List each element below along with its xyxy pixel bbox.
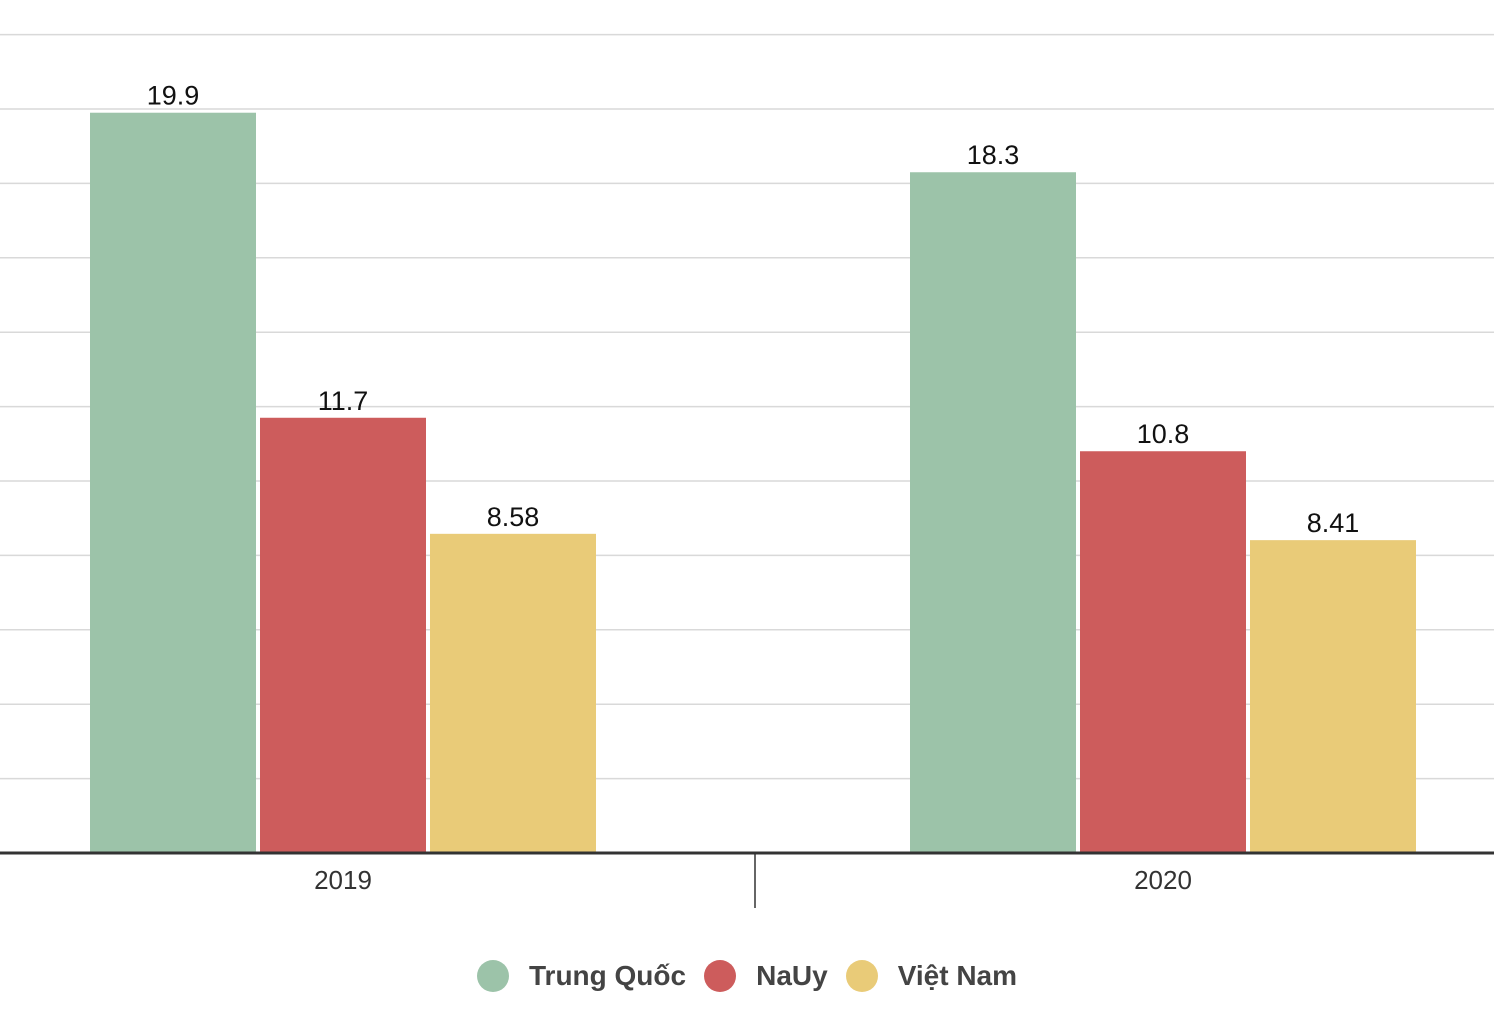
legend-swatch [845,960,878,992]
data-labels: 19.9 11.7 8.58 18.3 10.8 8.41 [147,81,1360,538]
legend-item: Trung Quốc [476,960,687,992]
bar-việt-nam-2020 [1250,540,1416,853]
data-label: 18.3 [967,140,1020,170]
x-axis: 2019 2020 [0,851,1494,908]
bar-nauy-2019 [260,417,426,853]
x-tick-label: 2020 [1134,865,1192,895]
data-label: 8.41 [1307,508,1360,538]
legend-swatch [704,960,737,992]
bar-nauy-2020 [1080,451,1246,853]
data-label: 11.7 [318,386,369,416]
data-label: 8.58 [487,502,540,532]
legend-swatch [476,960,509,992]
data-label: 10.8 [1137,419,1190,449]
legend-label: NaUy [756,960,828,991]
legend: Trung Quốc NaUy Việt Nam [0,952,1494,1000]
legend-item: NaUy [704,960,828,992]
legend-label: Trung Quốc [528,960,687,991]
bar-trung-quốc-2020 [910,172,1076,854]
data-label: 19.9 [147,81,200,111]
legend-item: Việt Nam [845,960,1018,992]
bar-trung-quốc-2019 [90,112,256,854]
x-tick-label: 2019 [314,865,372,895]
legend-label: Việt Nam [897,960,1018,991]
bars [90,112,1416,854]
bar-việt-nam-2019 [430,533,596,853]
